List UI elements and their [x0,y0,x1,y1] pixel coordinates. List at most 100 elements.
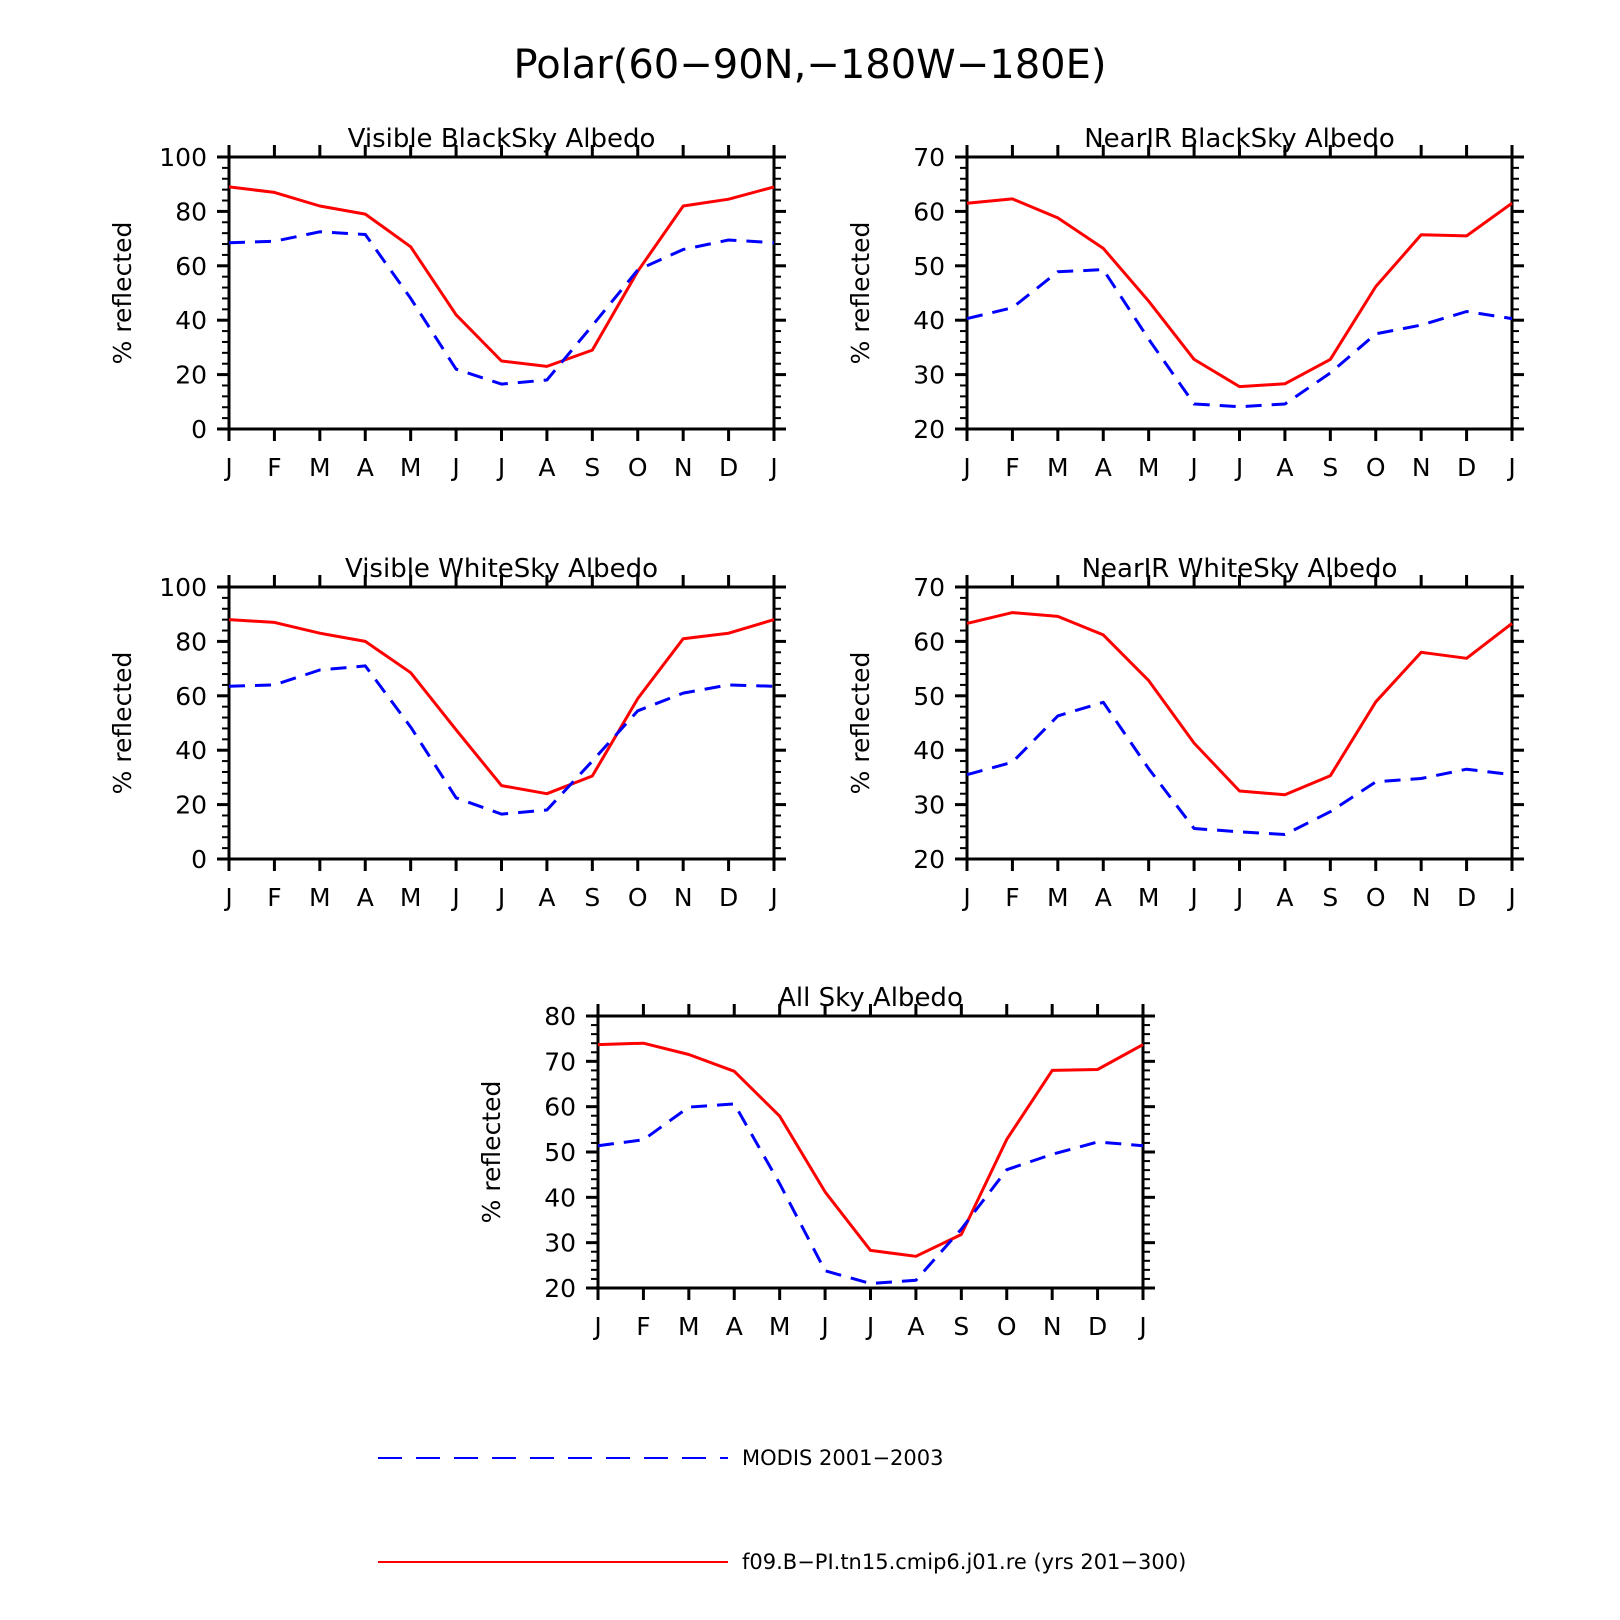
x-tick-label: J [1506,453,1515,482]
x-tick-label: M [678,1312,700,1341]
y-tick-label: 40 [175,306,207,335]
x-tick-label: M [309,883,331,912]
y-axis-label: % reflected [846,222,875,365]
x-tick-label: A [538,883,555,912]
x-tick-label: D [1088,1312,1107,1341]
y-tick-label: 0 [191,845,207,874]
x-tick-label: M [1047,453,1069,482]
x-tick-label: J [1188,453,1197,482]
x-tick-label: N [1412,883,1431,912]
y-tick-label: 50 [913,252,945,281]
series-line-modis [966,268,1513,409]
x-tick-label: J [592,1312,601,1341]
x-tick-label: A [1095,883,1112,912]
y-axis-label: % reflected [477,1081,506,1224]
plot-frame [227,585,776,861]
y-tick-label: 50 [544,1138,576,1167]
series-line-modis [597,1102,1144,1285]
x-tick-label: J [865,1312,874,1341]
x-tick-label: F [267,453,281,482]
x-tick-label: M [400,453,422,482]
legend-label-modis: MODIS 2001−2003 [742,1446,944,1470]
y-tick-label: 80 [544,1002,576,1031]
x-tick-label: S [953,1312,969,1341]
y-tick-label: 40 [544,1183,576,1212]
x-tick-label: J [819,1312,828,1341]
x-tick-label: F [636,1312,650,1341]
y-tick-label: 20 [913,845,945,874]
x-tick-label: J [961,453,970,482]
y-tick-label: 60 [544,1093,576,1122]
x-tick-label: J [1506,883,1515,912]
figure-title: Polar(60−90N,−180W−180E) [514,42,1107,88]
x-tick-label: S [584,453,600,482]
x-tick-label: J [496,453,505,482]
legend: MODIS 2001−2003 f09.B−PI.tn15.cmip6.j01.… [378,1446,1186,1574]
y-tick-label: 70 [544,1047,576,1076]
y-axis-label: % reflected [108,652,137,795]
x-tick-label: M [769,1312,791,1341]
x-tick-label: D [1457,453,1476,482]
x-tick-label: M [1138,883,1160,912]
x-tick-label: N [1412,453,1431,482]
x-tick-label: A [1095,453,1112,482]
y-tick-label: 70 [913,573,945,602]
x-tick-label: J [496,883,505,912]
x-tick-label: F [267,883,281,912]
x-tick-label: A [1276,883,1293,912]
y-tick-label: 20 [913,415,945,444]
y-tick-label: 20 [175,361,207,390]
y-tick-label: 60 [175,252,207,281]
x-tick-label: O [1366,453,1386,482]
x-tick-label: S [584,883,600,912]
x-tick-label: M [400,883,422,912]
y-tick-label: 0 [191,415,207,444]
series-line-modis [228,664,775,816]
x-tick-label: M [1138,453,1160,482]
plot-frame [965,585,1514,861]
x-tick-label: J [1188,883,1197,912]
x-tick-label: M [309,453,331,482]
series-line-model [228,618,775,796]
y-tick-label: 50 [913,682,945,711]
y-axis-label: % reflected [846,652,875,795]
y-tick-label: 60 [913,627,945,656]
x-tick-label: S [1322,453,1338,482]
x-tick-label: A [726,1312,743,1341]
x-tick-label: F [1005,453,1019,482]
x-tick-label: A [1276,453,1293,482]
y-tick-label: 30 [913,361,945,390]
x-tick-label: J [450,453,459,482]
series-line-model [597,1041,1144,1258]
plot-frame [965,155,1514,431]
x-tick-label: N [1043,1312,1062,1341]
x-tick-label: D [1457,883,1476,912]
series-line-model [966,197,1513,389]
x-tick-label: J [1137,1312,1146,1341]
x-tick-label: J [223,883,232,912]
x-tick-label: J [450,883,459,912]
x-tick-label: O [628,453,648,482]
x-tick-label: S [1322,883,1338,912]
y-tick-label: 60 [175,682,207,711]
y-tick-label: 100 [159,573,207,602]
y-tick-label: 60 [913,197,945,226]
y-tick-label: 30 [913,791,945,820]
x-tick-label: A [357,453,374,482]
y-tick-label: 40 [913,736,945,765]
plot-frame [227,155,776,431]
x-tick-label: N [674,883,693,912]
series-line-modis [966,700,1513,836]
y-tick-label: 20 [175,791,207,820]
x-tick-label: A [538,453,555,482]
x-tick-label: N [674,453,693,482]
x-tick-label: J [768,883,777,912]
series-line-modis [228,230,775,386]
x-tick-label: O [1366,883,1386,912]
x-tick-label: J [1234,453,1243,482]
